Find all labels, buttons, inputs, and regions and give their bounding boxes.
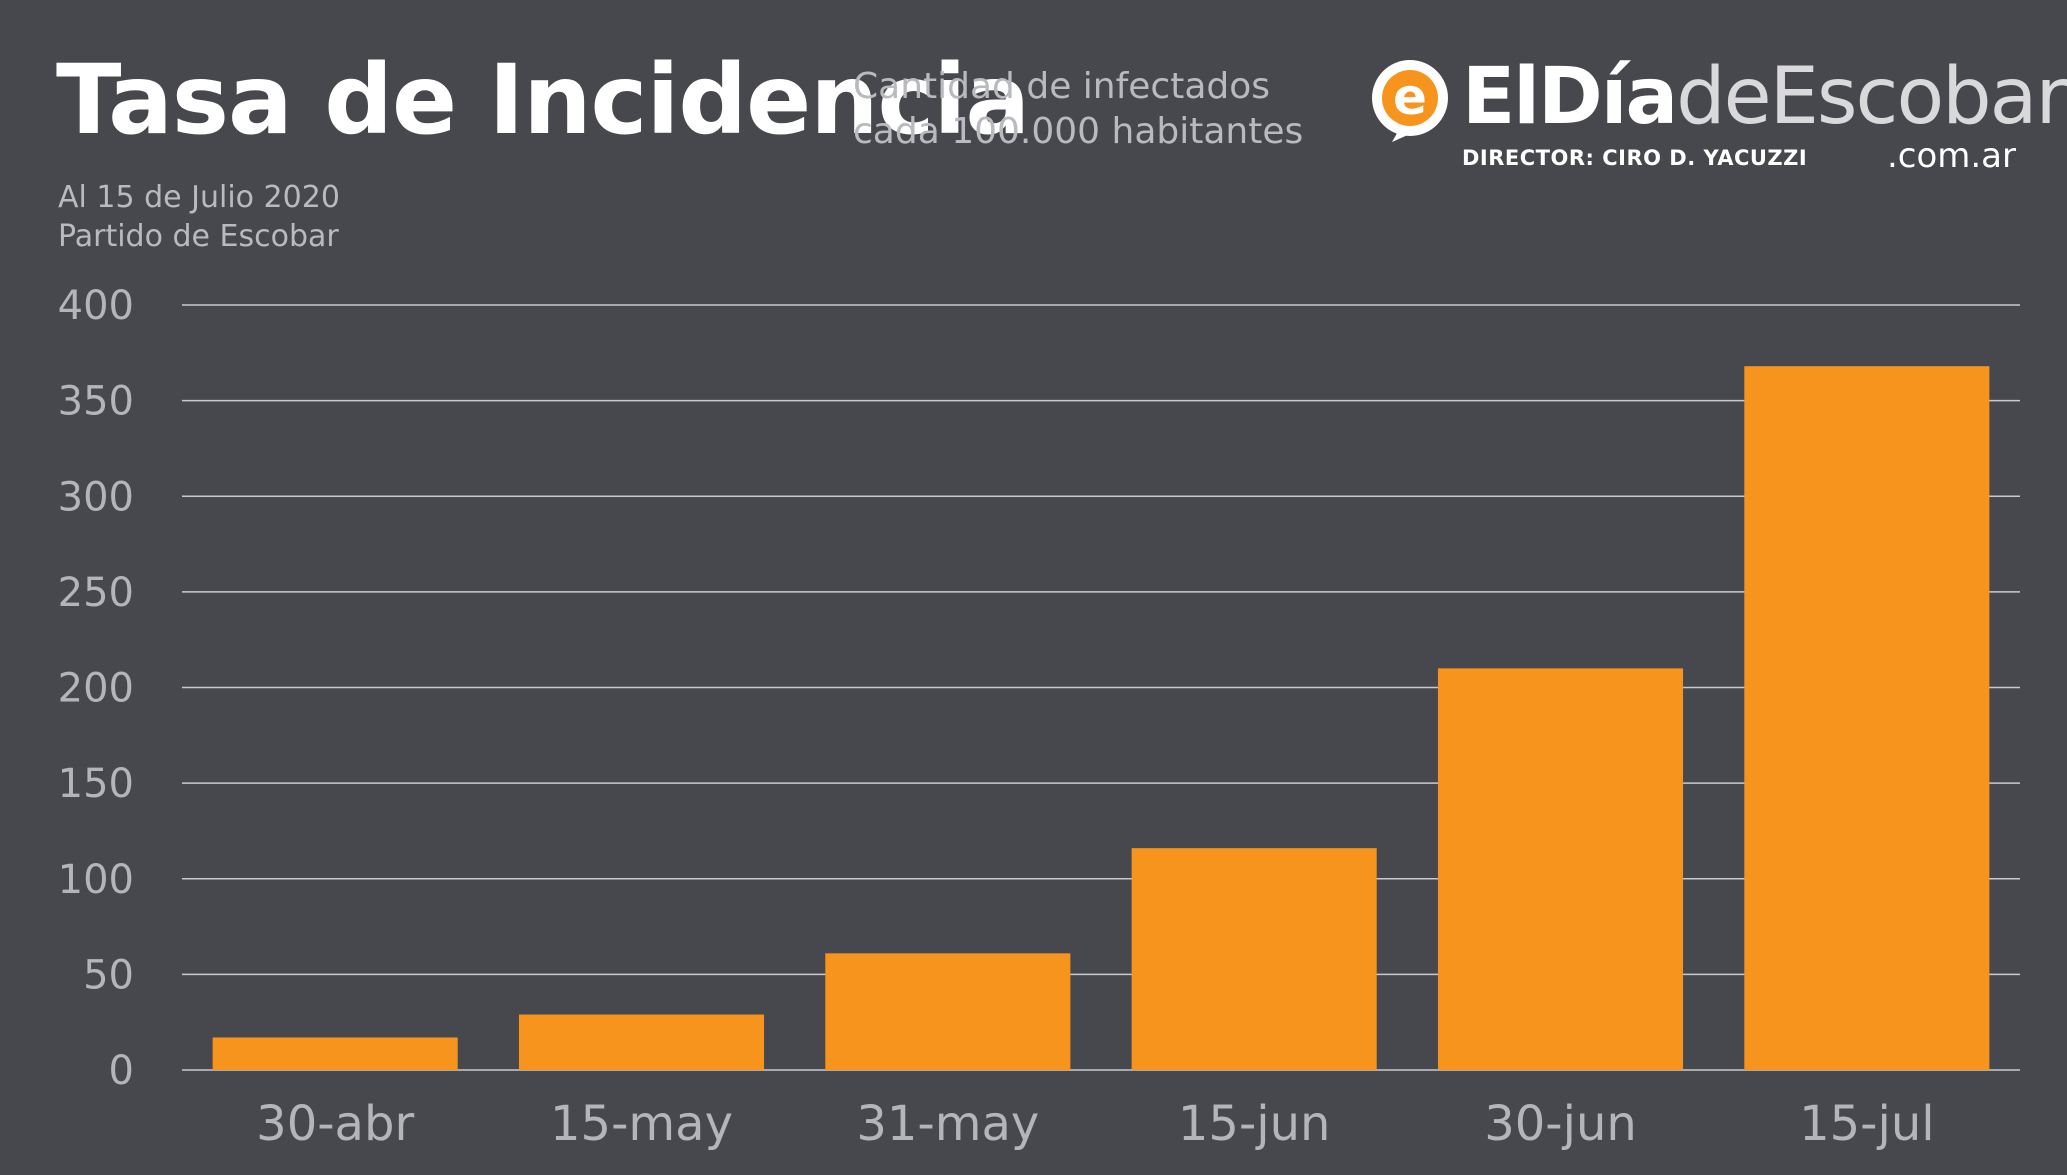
x-tick-label: 15-jun (1178, 1096, 1331, 1152)
x-tick-label: 31-may (856, 1096, 1039, 1152)
bar-15-may (518, 1014, 765, 1070)
chart-date: Al 15 de Julio 2020 (58, 180, 340, 215)
bar-layer (212, 366, 1990, 1070)
bar-31-may (825, 953, 1071, 1070)
chart-meta: Al 15 de Julio 2020 Partido de Escobar (58, 178, 340, 256)
x-tick-label: 30-jun (1484, 1096, 1637, 1152)
brand-name-rest: deEscobar (1676, 52, 2067, 142)
brand-director: DIRECTOR: CIRO D. YACUZZI (1462, 146, 1808, 170)
subtitle-line-2: cada 100.000 habitantes (853, 111, 1304, 152)
x-tick-label: 30-abr (256, 1096, 414, 1152)
x-tick-label: 15-may (550, 1096, 733, 1152)
grid-layer (182, 304, 2020, 1071)
logo-mark-letter: e (1393, 68, 1427, 126)
brand-logo: e ElDíadeEscobar DIRECTOR: CIRO D. YACUZ… (1370, 58, 2067, 178)
y-tick-label: 150 (58, 761, 134, 807)
bar-15-jun (1131, 848, 1377, 1070)
brand-name-bold: ElDía (1462, 52, 1678, 142)
y-tick-label: 250 (58, 570, 134, 616)
label-layer: 0 50 100 150 200 250 300 350 400 30-abr 15-may 31-m… (58, 283, 1935, 1152)
y-tick-label: 400 (58, 283, 134, 329)
y-tick-label: 50 (83, 952, 134, 998)
bar-30-abr (212, 1037, 458, 1070)
y-tick-label: 300 (58, 474, 134, 520)
subtitle-line-1: Cantidad de infectados (853, 66, 1271, 107)
y-tick-label: 100 (58, 857, 134, 903)
bar-30-jun (1437, 668, 1684, 1070)
y-tick-label: 200 (58, 666, 134, 712)
y-tick-label: 350 (58, 379, 134, 425)
logo-e-icon: e (1372, 60, 1448, 142)
chart-place: Partido de Escobar (58, 219, 339, 254)
x-tick-label: 15-jul (1799, 1096, 1935, 1152)
chart-subtitle: Cantidad de infectados cada 100.000 habi… (853, 64, 1303, 154)
y-tick-label: 0 (109, 1048, 134, 1094)
chart-title: Tasa de Incidencia (56, 44, 1030, 156)
bar-15-jul (1744, 366, 1990, 1070)
brand-name: ElDíadeEscobar (1462, 58, 2067, 136)
brand-domain: .com.ar (1886, 136, 2016, 176)
